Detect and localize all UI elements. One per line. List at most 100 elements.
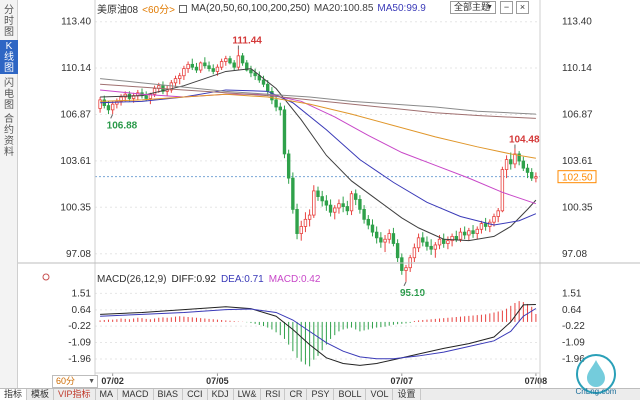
candle-body — [144, 95, 148, 99]
candle-body — [479, 223, 484, 230]
candle-body — [333, 207, 337, 213]
price-tick-right: 113.40 — [562, 17, 592, 28]
candle-body — [379, 237, 383, 243]
side-tab-3[interactable]: 合约资料 — [0, 114, 18, 158]
ma200-line — [100, 83, 536, 119]
candle-body — [471, 230, 475, 234]
candle-body — [483, 223, 488, 227]
minimize-button[interactable]: − — [500, 1, 513, 14]
candle-body — [253, 72, 257, 77]
macd-tick-left: -0.22 — [68, 321, 91, 332]
candle-body — [245, 62, 249, 71]
candle-body — [173, 78, 178, 84]
candle-body — [534, 176, 538, 179]
candle-body — [496, 210, 500, 217]
macd-tick-left: -1.09 — [68, 338, 91, 349]
indicator-tab-0[interactable]: 指标 — [0, 389, 28, 400]
indicator-tab-4[interactable]: MACD — [118, 389, 154, 400]
candle-body — [337, 203, 341, 209]
extreme-label: 95.10 — [400, 288, 425, 299]
macd-tick-right: -0.22 — [562, 321, 585, 332]
macd-params-label: MACD(26,12,9) — [97, 273, 167, 285]
minus-icon: − — [503, 2, 510, 12]
candle-body — [450, 236, 454, 242]
price-tick-right: 97.08 — [562, 249, 587, 260]
candle-body — [228, 58, 232, 64]
candle-body — [182, 68, 186, 77]
indicator-tab-12[interactable]: BOLL — [334, 389, 367, 400]
annotation-pointer — [403, 281, 407, 287]
current-price-box — [557, 170, 597, 184]
candle-body — [421, 237, 425, 243]
candle-body — [412, 247, 417, 259]
dea-line — [100, 308, 537, 360]
side-tab-label: 闪电图 — [4, 77, 14, 111]
candle-body — [517, 153, 521, 162]
chevron-down-icon: ▼ — [88, 378, 95, 385]
macd-tick-left: 1.51 — [72, 288, 92, 299]
candle-body — [374, 231, 379, 239]
close-button[interactable]: × — [516, 1, 529, 14]
candle-body — [98, 99, 102, 109]
time-tick-label: 07/02 — [101, 376, 124, 386]
candle-body — [429, 245, 433, 250]
side-tab-0[interactable]: 分时图 — [0, 4, 18, 38]
price-panel: 113.40 113.40 110.14 110.14 106.87 106.87 103.… — [60, 17, 597, 299]
candle-body — [119, 96, 123, 102]
ma20-line — [100, 68, 537, 242]
candle-body — [307, 214, 312, 220]
candle-body — [391, 233, 396, 244]
indicator-tab-9[interactable]: RSI — [261, 389, 286, 400]
indicator-tab-13[interactable]: VOL — [366, 389, 394, 400]
candle-body — [454, 236, 458, 240]
indicator-tab-7[interactable]: KDJ — [208, 389, 234, 400]
candle-body — [274, 99, 278, 108]
candle-body — [467, 230, 471, 236]
candle-body — [530, 172, 534, 179]
indicator-tab-6[interactable]: CCI — [183, 389, 208, 400]
candle-body — [123, 93, 127, 98]
indicator-tab-10[interactable]: CR — [285, 389, 308, 400]
indicator-tab-3[interactable]: MA — [96, 389, 119, 400]
candle-body — [178, 75, 182, 79]
candle-body — [509, 159, 513, 165]
current-price-label: 102.50 — [562, 173, 593, 184]
indicator-tab-2[interactable]: VIP指标 — [54, 389, 96, 400]
diff-line — [100, 304, 536, 366]
candle-body — [328, 204, 333, 213]
indicator-tab-11[interactable]: PSY — [307, 389, 335, 400]
candle-body — [433, 244, 438, 250]
side-tab-1[interactable]: K线图 — [0, 40, 18, 74]
candle-body — [316, 190, 320, 197]
price-tick-left: 100.35 — [60, 202, 91, 213]
candle-body — [194, 66, 199, 71]
indicator-tab-8[interactable]: LW& — [234, 389, 262, 400]
indicator-tab-14[interactable]: 设置 — [393, 389, 421, 400]
macd-tick-left: -1.96 — [68, 354, 91, 365]
candle-body — [106, 105, 111, 111]
candle-body — [303, 218, 308, 227]
candle-body — [324, 200, 329, 206]
candle-body — [198, 62, 203, 71]
candle-body — [500, 169, 505, 212]
candle-body — [299, 226, 303, 234]
indicator-settings-icon[interactable] — [42, 273, 50, 281]
candle-body — [366, 218, 370, 226]
candle-body — [286, 153, 291, 179]
candle-body — [387, 233, 391, 240]
side-tab-label: 合约资料 — [4, 114, 14, 158]
period-select[interactable]: 60分 ▼ — [52, 375, 98, 388]
ma100-line — [100, 93, 536, 159]
ma-checkbox-icon[interactable] — [178, 4, 187, 13]
indicator-tab-5[interactable]: BIAS — [154, 389, 184, 400]
candle-body — [282, 109, 287, 155]
side-tab-2[interactable]: 闪电图 — [0, 76, 18, 112]
price-tick-left: 103.61 — [60, 156, 91, 167]
candle-body — [425, 241, 429, 247]
candle-body — [207, 65, 211, 70]
macd-panel: 1.51 1.51 0.64 0.64 -0.22 -0.22 -1.09 -1.09 -1.9… — [68, 288, 585, 367]
candle-body — [295, 208, 299, 234]
indicator-tab-1[interactable]: 模板 — [27, 389, 55, 400]
theme-select[interactable]: 全部主题 ▼ — [450, 1, 496, 14]
